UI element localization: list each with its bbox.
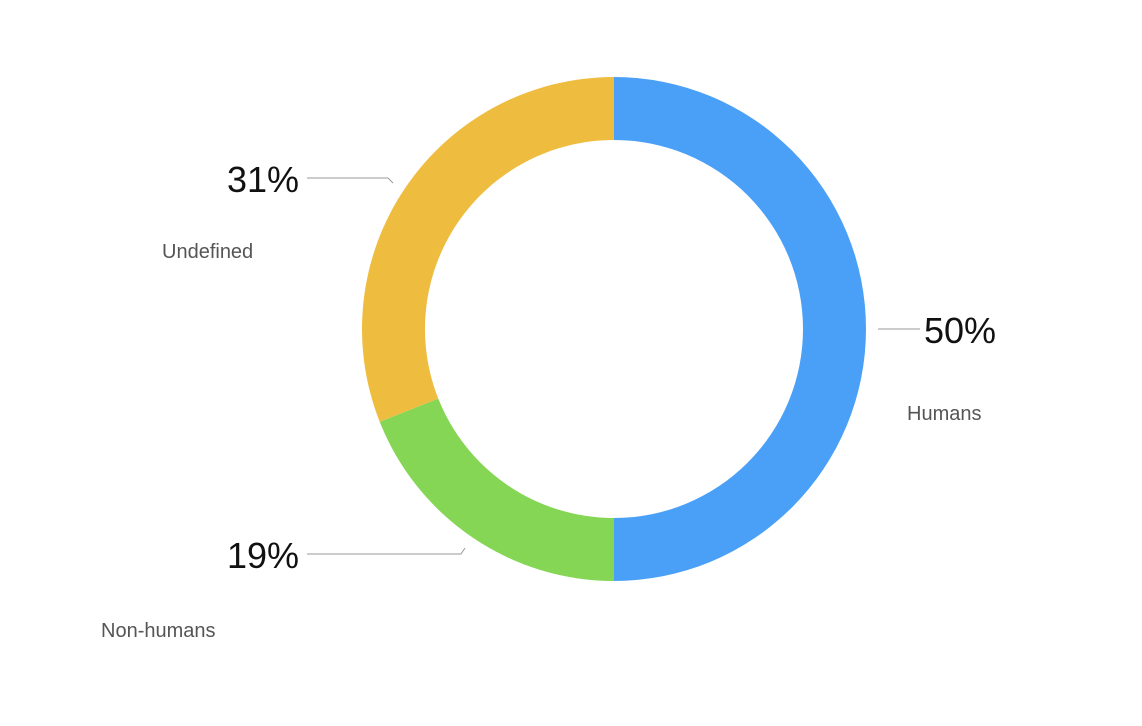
slice-non-humans (379, 398, 614, 581)
category-label-humans: Humans (907, 403, 981, 425)
leader-line-undefined (307, 177, 394, 184)
slice-undefined (362, 77, 614, 422)
data-label-humans: 50% (924, 310, 996, 351)
slice-labels: 50% Humans 19% Non-humans 31% Undefined (101, 159, 996, 642)
category-label-non-humans: Non-humans (101, 620, 216, 642)
leader-lines (307, 177, 920, 555)
donut-slices (362, 77, 866, 581)
data-label-non-humans: 19% (227, 535, 299, 576)
data-label-undefined: 31% (227, 159, 299, 200)
leader-line-non-humans (307, 547, 466, 555)
category-label-undefined: Undefined (162, 241, 253, 263)
slice-humans (614, 77, 866, 581)
